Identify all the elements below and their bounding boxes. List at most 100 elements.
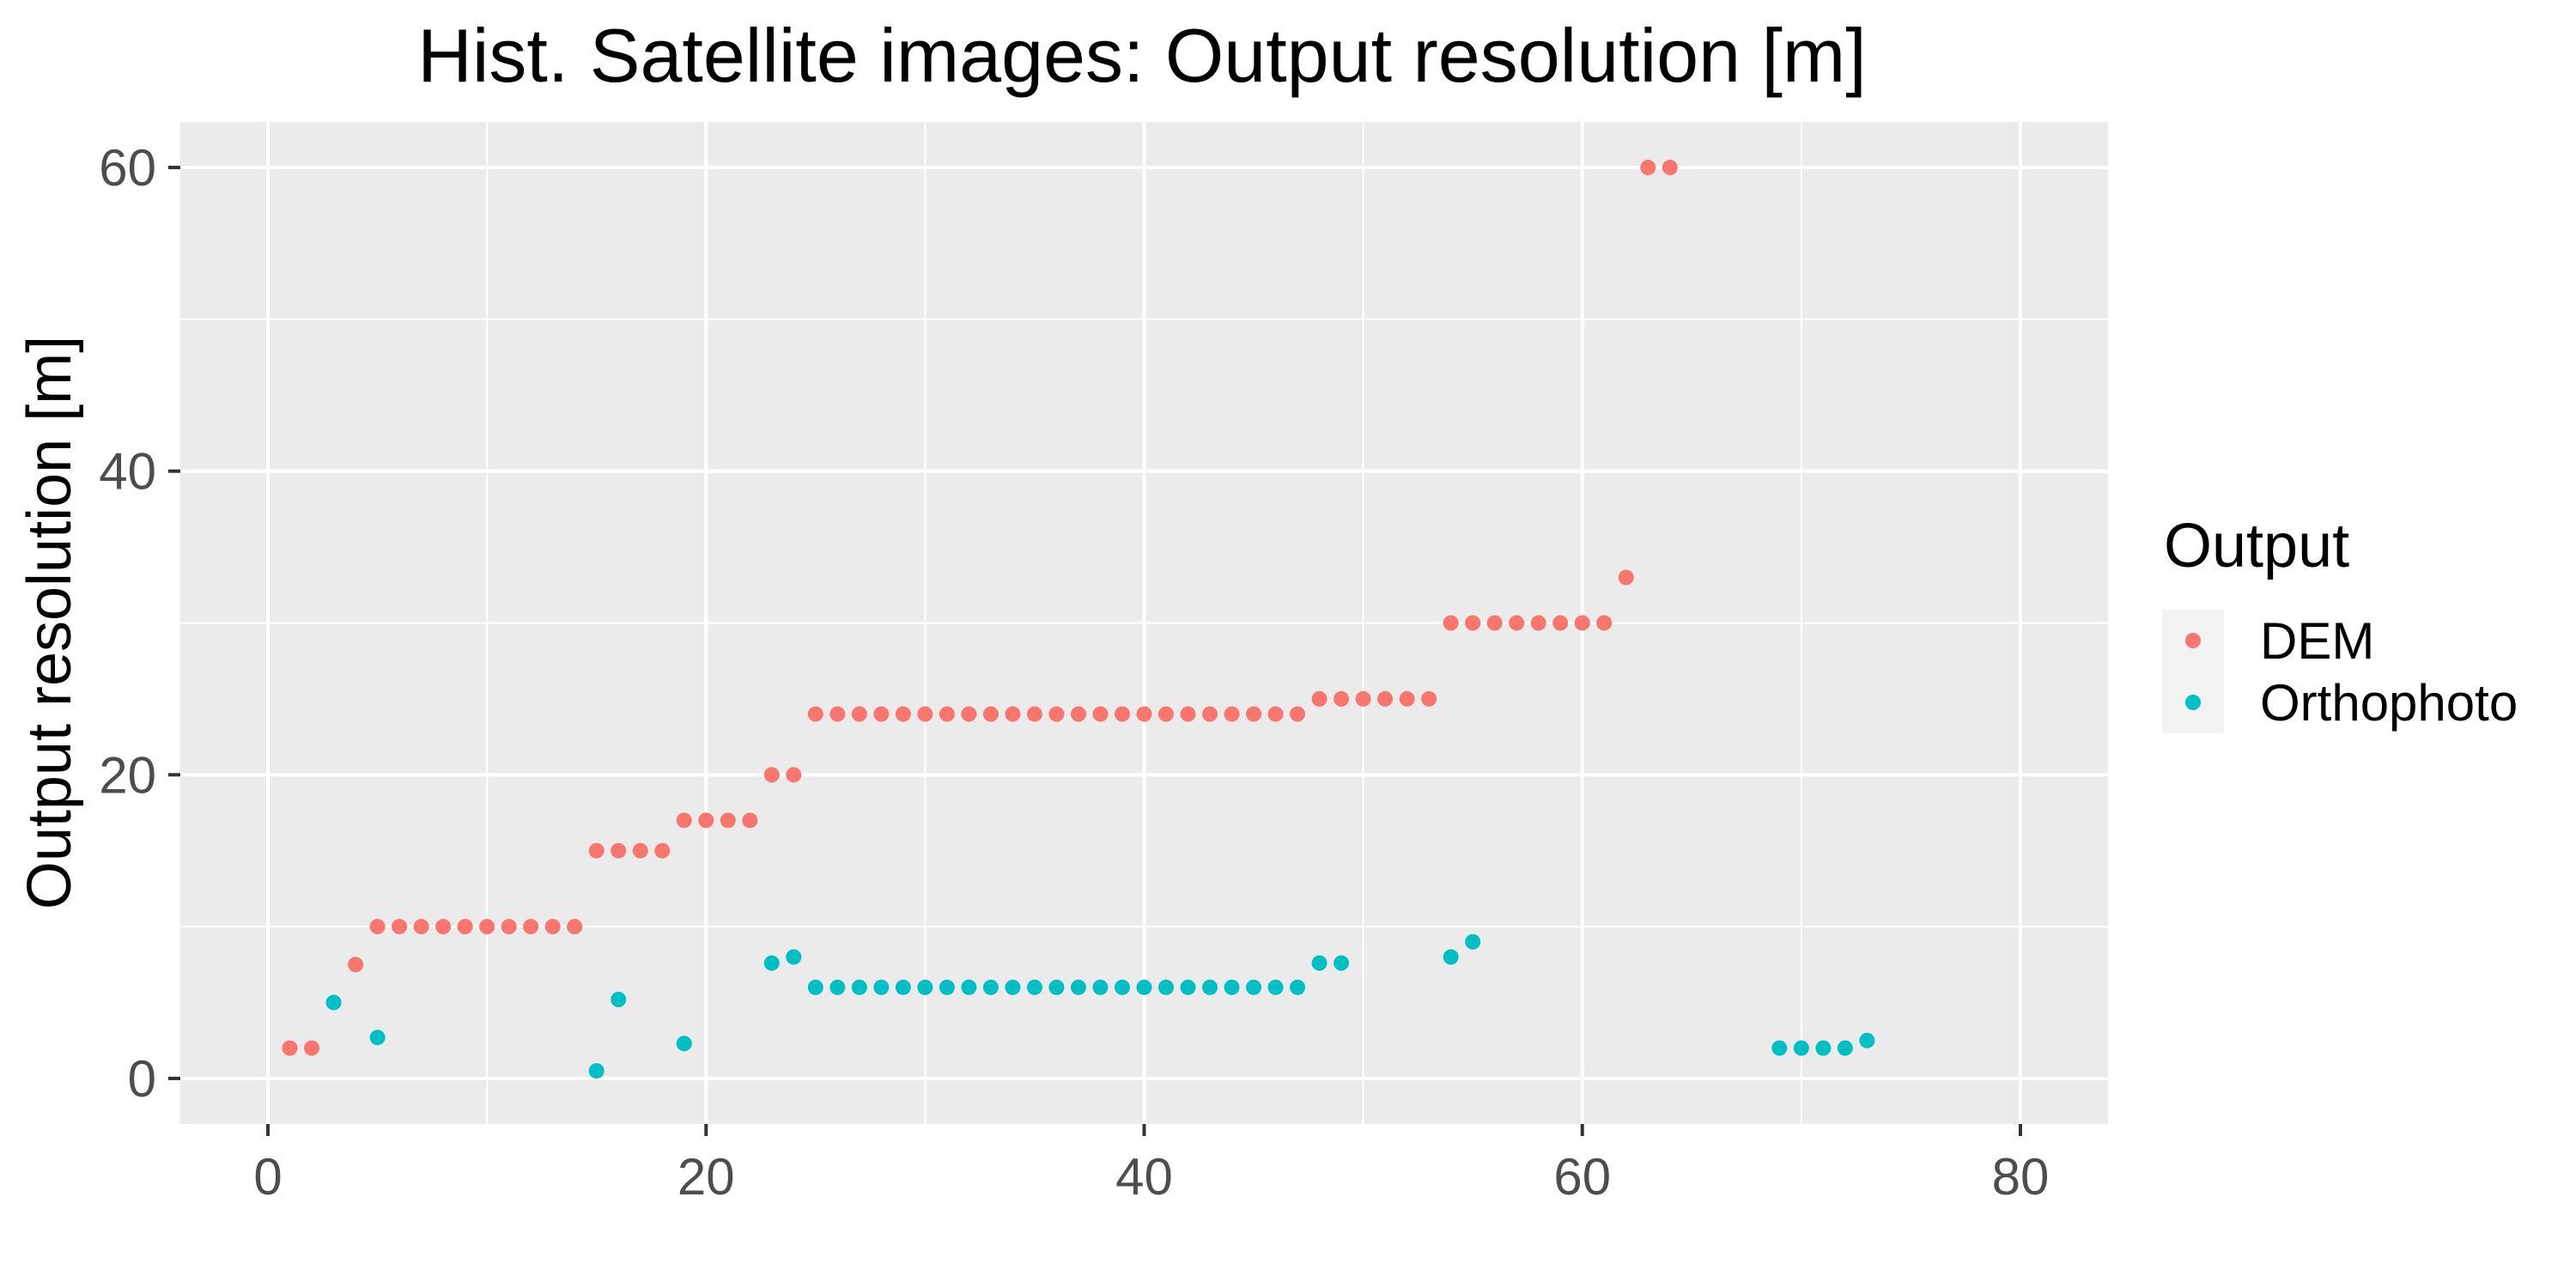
point-orthophoto [1793,1040,1809,1056]
point-orthophoto [873,979,890,995]
point-orthophoto [1114,979,1130,995]
point-orthophoto [917,979,933,995]
point-dem [523,919,539,935]
point-dem [1421,690,1437,707]
point-dem [917,706,933,722]
point-orthophoto [1202,979,1218,995]
legend-marker-dem [2185,633,2201,648]
x-axis-ticks: 0 20 40 60 80 [253,1124,2049,1206]
y-tick-label: 40 [99,443,156,501]
point-dem [611,842,627,859]
point-dem [479,919,495,935]
data-points [282,160,1875,1079]
point-dem [435,919,452,935]
point-dem [676,812,692,829]
y-axis-title: Output resolution [m] [15,336,84,909]
point-orthophoto [786,949,802,965]
point-dem [1114,706,1130,722]
point-orthophoto [1311,955,1327,971]
point-orthophoto [325,994,342,1011]
point-dem [1552,615,1569,631]
point-orthophoto [588,1063,605,1079]
x-tick-label: 20 [677,1148,735,1206]
point-dem [348,957,364,973]
point-dem [1136,706,1152,722]
x-tick-label: 40 [1115,1148,1173,1206]
point-dem [1334,690,1350,707]
point-dem [1443,615,1459,631]
point-dem [1640,160,1656,176]
legend-marker-orthophoto [2185,695,2201,710]
point-dem [1005,706,1021,722]
point-dem [720,812,736,829]
point-dem [457,919,473,935]
point-dem [632,842,648,859]
point-orthophoto [1092,979,1109,995]
point-dem [544,919,561,935]
legend-label-orthophoto: Orthophoto [2260,674,2518,732]
point-dem [1290,706,1306,722]
y-tick-label: 0 [128,1050,156,1108]
point-orthophoto [1005,979,1021,995]
point-orthophoto [1771,1040,1788,1056]
point-dem [851,706,867,722]
point-orthophoto [1267,979,1284,995]
point-dem [1377,690,1394,707]
point-orthophoto [1815,1040,1832,1056]
y-axis-ticks: 0 20 40 60 [99,139,180,1108]
point-dem [1246,706,1262,722]
point-dem [763,767,780,783]
point-dem [1618,569,1634,586]
point-dem [1465,615,1481,631]
point-orthophoto [763,955,780,971]
point-orthophoto [1158,979,1175,995]
point-dem [304,1040,320,1056]
point-orthophoto [1246,979,1262,995]
point-dem [1399,690,1415,707]
point-dem [654,842,671,859]
point-dem [1530,615,1546,631]
point-dem [873,706,890,722]
point-orthophoto [1070,979,1086,995]
point-orthophoto [369,1030,386,1046]
point-dem [742,812,758,829]
point-dem [1486,615,1503,631]
x-tick-label: 0 [253,1148,282,1206]
point-dem [1267,706,1284,722]
point-dem [1355,690,1371,707]
point-orthophoto [895,979,911,995]
legend-label-dem: DEM [2260,612,2374,670]
point-dem [392,919,408,935]
point-dem [369,919,386,935]
point-dem [1092,706,1109,722]
point-dem [982,706,999,722]
point-orthophoto [1443,949,1459,965]
point-orthophoto [939,979,955,995]
point-orthophoto [1048,979,1065,995]
point-dem [829,706,846,722]
point-orthophoto [1334,955,1350,971]
point-orthophoto [611,992,627,1008]
point-orthophoto [982,979,999,995]
point-orthophoto [961,979,977,995]
point-orthophoto [1290,979,1306,995]
point-dem [1574,615,1590,631]
point-orthophoto [1224,979,1240,995]
point-dem [282,1040,298,1056]
point-dem [1048,706,1065,722]
y-tick-label: 20 [99,746,156,804]
point-dem [588,842,605,859]
point-dem [1202,706,1218,722]
point-dem [1662,160,1678,176]
point-dem [1596,615,1613,631]
point-dem [1180,706,1196,722]
point-dem [786,767,802,783]
x-tick-label: 60 [1553,1148,1611,1206]
y-tick-label: 60 [99,139,156,197]
point-orthophoto [676,1036,692,1052]
point-dem [1070,706,1086,722]
point-dem [1509,615,1525,631]
chart-title: Hist. Satellite images: Output resolutio… [417,13,1866,98]
point-dem [413,919,429,935]
